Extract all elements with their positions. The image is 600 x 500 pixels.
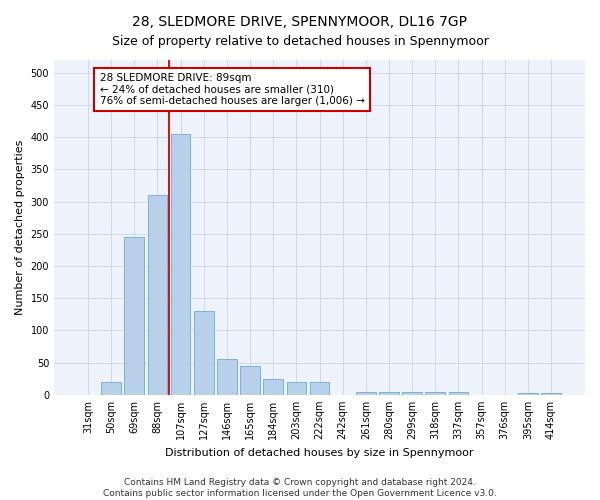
Text: 28 SLEDMORE DRIVE: 89sqm
← 24% of detached houses are smaller (310)
76% of semi-: 28 SLEDMORE DRIVE: 89sqm ← 24% of detach…: [100, 73, 364, 106]
Bar: [217, 360, 237, 395]
Text: 28, SLEDMORE DRIVE, SPENNYMOOR, DL16 7GP: 28, SLEDMORE DRIVE, SPENNYMOOR, DL16 7GP: [133, 15, 467, 29]
Bar: [402, 392, 422, 395]
Bar: [379, 392, 399, 395]
Bar: [240, 366, 260, 395]
Bar: [101, 382, 121, 395]
X-axis label: Distribution of detached houses by size in Spennymoor: Distribution of detached houses by size …: [165, 448, 474, 458]
Bar: [171, 134, 190, 395]
Text: Contains HM Land Registry data © Crown copyright and database right 2024.
Contai: Contains HM Land Registry data © Crown c…: [103, 478, 497, 498]
Bar: [449, 392, 468, 395]
Bar: [263, 378, 283, 395]
Bar: [287, 382, 306, 395]
Bar: [148, 195, 167, 395]
Text: Size of property relative to detached houses in Spennymoor: Size of property relative to detached ho…: [112, 35, 488, 48]
Bar: [356, 392, 376, 395]
Bar: [518, 393, 538, 395]
Bar: [194, 311, 214, 395]
Y-axis label: Number of detached properties: Number of detached properties: [15, 140, 25, 315]
Bar: [124, 237, 144, 395]
Bar: [541, 393, 561, 395]
Bar: [310, 382, 329, 395]
Bar: [425, 392, 445, 395]
